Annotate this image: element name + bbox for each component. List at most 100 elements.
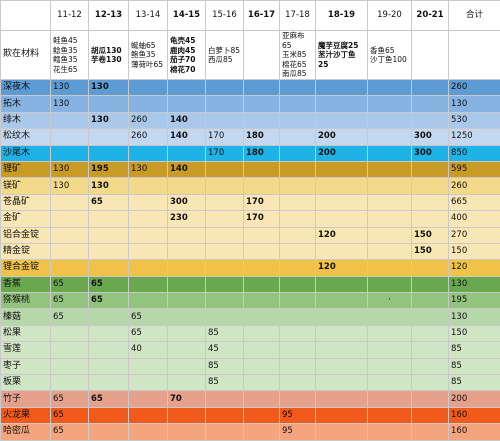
row-label: 拓木: [1, 96, 51, 112]
foods-cell: [412, 31, 449, 80]
table-cell: [412, 424, 449, 440]
table-cell: [51, 129, 89, 145]
food-item: 鲶鱼35: [53, 46, 86, 56]
table-cell: [168, 407, 206, 423]
table-cell: 195: [89, 161, 129, 177]
table-cell: [244, 391, 280, 407]
table-cell: [244, 112, 280, 128]
table-cell: [280, 243, 316, 259]
table-cell: [129, 80, 168, 96]
table-cell: [412, 112, 449, 128]
table-cell: [368, 96, 412, 112]
table-cell: [129, 243, 168, 259]
table-cell: [51, 227, 89, 243]
table-cell: [129, 358, 168, 374]
table-cell: [368, 227, 412, 243]
table-cell: [89, 129, 129, 145]
table-cell: [368, 391, 412, 407]
header-time-slot: 12-13: [89, 1, 129, 31]
table-cell: [168, 227, 206, 243]
food-item: 苤汁沙丁鱼25: [318, 50, 365, 69]
table-cell: [129, 407, 168, 423]
table-cell: 140: [168, 161, 206, 177]
table-cell: [89, 145, 129, 161]
table-cell: [316, 424, 368, 440]
row-total-cell: 160: [449, 424, 500, 440]
table-cell: [168, 424, 206, 440]
table-cell: [316, 325, 368, 341]
table-cell: 65: [51, 276, 89, 292]
table-cell: [368, 309, 412, 325]
table-cell: 65: [51, 407, 89, 423]
row-label: 松果: [1, 325, 51, 341]
row-label: 沙尾木: [1, 145, 51, 161]
table-cell: [280, 96, 316, 112]
table-cell: [89, 260, 129, 276]
table-cell: 130: [51, 161, 89, 177]
table-cell: [280, 375, 316, 391]
row-total-cell: 595: [449, 161, 500, 177]
table-cell: [168, 342, 206, 358]
table-cell: [244, 96, 280, 112]
table-cell: [280, 145, 316, 161]
table-cell: 95: [280, 424, 316, 440]
table-cell: 140: [168, 112, 206, 128]
table-cell: [280, 276, 316, 292]
row-label: 金矿: [1, 211, 51, 227]
table-cell: [244, 407, 280, 423]
food-item: 薄荷叶65: [131, 60, 165, 70]
table-cell: 300: [412, 145, 449, 161]
table-cell: 130: [51, 178, 89, 194]
row-total-cell: 85: [449, 358, 500, 374]
row-label: 猕猴桃: [1, 293, 51, 309]
food-item: 南瓜85: [282, 69, 313, 79]
food-item: 香鱼65: [370, 46, 409, 56]
row-total-cell: 530: [449, 112, 500, 128]
table-cell: [412, 293, 449, 309]
table-cell: [368, 342, 412, 358]
table-cell: 120: [316, 227, 368, 243]
row-label: 锂矿: [1, 161, 51, 177]
row-total-cell: 200: [449, 391, 500, 407]
table-cell: [168, 80, 206, 96]
table-cell: [316, 96, 368, 112]
table-cell: [316, 194, 368, 210]
table-cell: [244, 342, 280, 358]
table-cell: [51, 211, 89, 227]
table-cell: 200: [316, 129, 368, 145]
row-total-cell: 665: [449, 194, 500, 210]
row-label: 锂合金锭: [1, 260, 51, 276]
header-time-slot: 合计: [449, 1, 500, 31]
table-cell: [316, 407, 368, 423]
table-cell: [316, 80, 368, 96]
table-cell: [368, 358, 412, 374]
table-cell: [244, 161, 280, 177]
table-cell: 230: [168, 211, 206, 227]
table-cell: 65: [51, 309, 89, 325]
food-item: 花生65: [53, 65, 86, 75]
table-cell: 170: [206, 145, 244, 161]
header-time-slot: 13-14: [129, 1, 168, 31]
table-cell: [280, 325, 316, 341]
table-cell: [368, 194, 412, 210]
table-cell: 65: [51, 424, 89, 440]
food-item: 鳕鱼35: [53, 55, 86, 65]
table-cell: [280, 80, 316, 96]
table-cell: [89, 325, 129, 341]
table-cell: [244, 424, 280, 440]
table-cell: 130: [51, 80, 89, 96]
table-cell: 85: [206, 358, 244, 374]
table-cell: [206, 309, 244, 325]
